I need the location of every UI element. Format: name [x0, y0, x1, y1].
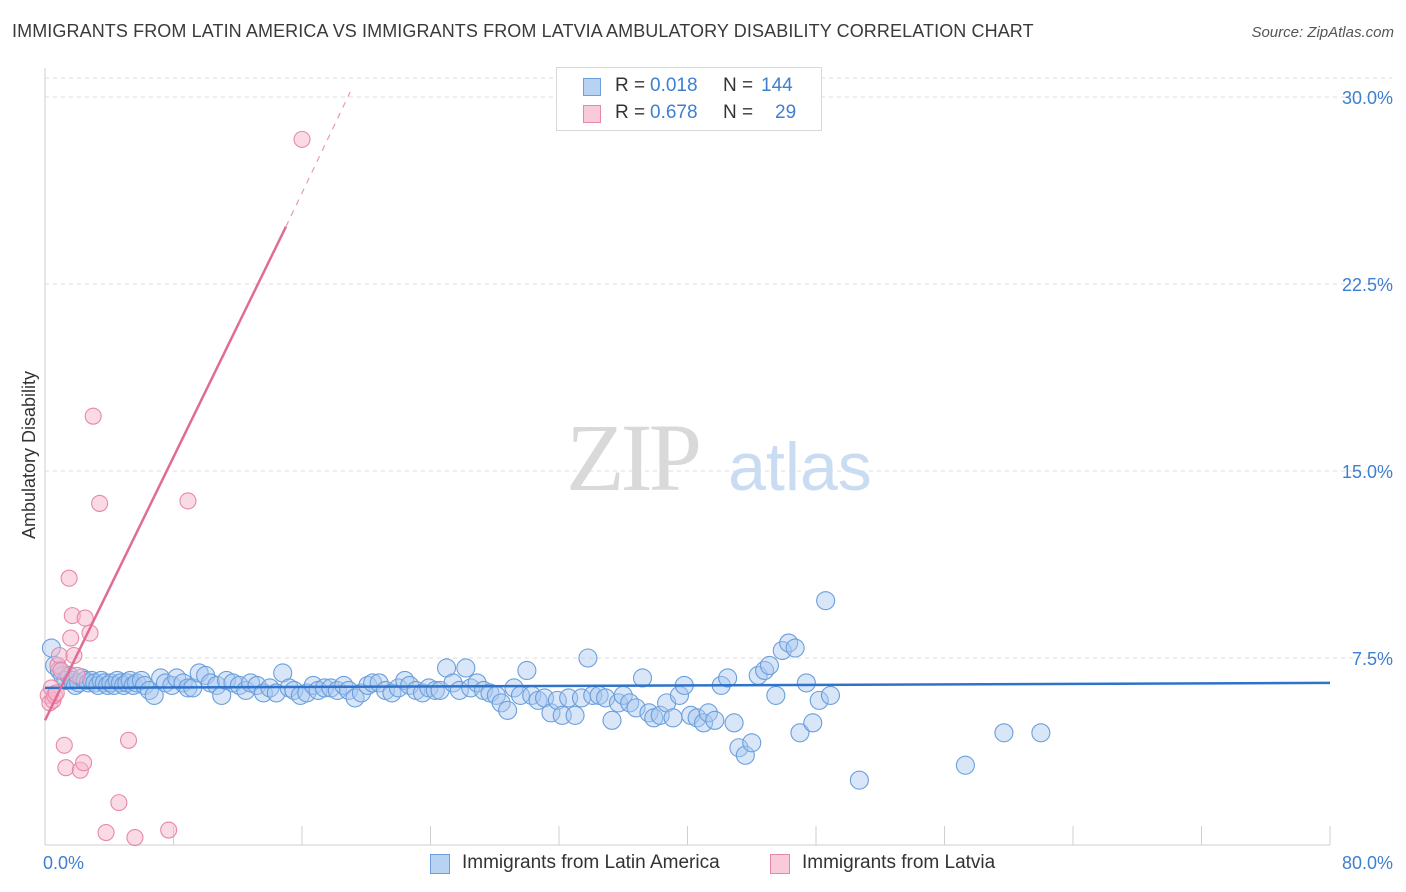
- latvia-point: [293, 130, 311, 148]
- latin-america-point: [820, 685, 841, 705]
- latin-america-point: [632, 668, 653, 688]
- latin-america-point: [698, 703, 718, 723]
- latin-america-point: [663, 708, 683, 728]
- latin-america-point: [541, 703, 561, 723]
- latin-america-point: [718, 668, 738, 688]
- latin-america-point: [796, 673, 816, 693]
- legend-r-value: 0.678: [650, 102, 698, 123]
- latin-america-point: [547, 690, 567, 710]
- legend-r-label: R =: [615, 75, 646, 96]
- bottom-legend-label: Immigrants from Latin America: [462, 852, 720, 873]
- y-tick-label: 22.5%: [1342, 275, 1393, 295]
- latvia-point: [160, 821, 178, 839]
- x-tick-label: 0.0%: [43, 853, 84, 873]
- latvia-point: [179, 492, 197, 510]
- correlation-legend: R = 0.018 N = 144 R = 0.678 N = 29: [556, 67, 822, 131]
- latin-america-trend-line: [44, 681, 1331, 690]
- latin-america-point: [694, 713, 714, 733]
- latvia-point: [97, 823, 115, 842]
- latin-america-point: [994, 723, 1014, 743]
- legend-swatch-pink: [583, 105, 601, 123]
- latin-america-point: [816, 591, 836, 611]
- latin-america-point: [517, 660, 537, 681]
- latvia-trend-extension: [285, 91, 351, 227]
- axes: [44, 68, 1331, 846]
- latvia-point: [126, 828, 144, 847]
- latin-america-point: [785, 638, 805, 658]
- latvia-point: [110, 794, 128, 812]
- legend-n-value: 144: [761, 75, 793, 96]
- bottom-legend-label: Immigrants from Latvia: [802, 852, 996, 873]
- latin-america-point: [705, 710, 725, 730]
- y-tick-label: 7.5%: [1352, 649, 1393, 669]
- y-axis-label: Ambulatory Disability: [19, 371, 39, 539]
- legend-n-label: N =: [723, 75, 754, 96]
- latin-america-point: [809, 690, 829, 710]
- legend-r-label: R =: [615, 102, 646, 123]
- latin-america-point: [382, 683, 402, 703]
- latin-america-point: [456, 658, 476, 678]
- latin-america-point: [626, 698, 646, 718]
- legend-n-label: N =: [723, 102, 754, 123]
- watermark: ZIP atlas: [566, 404, 872, 511]
- latin-america-point: [131, 670, 151, 690]
- x-tick-label: 80.0%: [1342, 853, 1393, 873]
- grid-lines: [45, 77, 1392, 659]
- latin-america-point: [565, 705, 585, 725]
- latin-america-point: [1031, 723, 1051, 743]
- source-credit: Source: ZipAtlas.com: [1251, 24, 1394, 41]
- y-tick-label: 15.0%: [1342, 462, 1393, 482]
- latin-america-point: [724, 713, 744, 733]
- latin-america-point: [790, 723, 810, 743]
- latin-america-point: [578, 648, 598, 668]
- watermark-zip: ZIP: [566, 404, 699, 511]
- latvia-point: [57, 759, 75, 777]
- chart-title: IMMIGRANTS FROM LATIN AMERICA VS IMMIGRA…: [12, 21, 1034, 41]
- latin-america-point: [803, 713, 823, 733]
- data-points: [39, 130, 1051, 847]
- tick-labels: 7.5% 15.0% 22.5% 30.0% 0.0% 80.0%: [43, 88, 1393, 873]
- y-tick-label: 30.0%: [1342, 88, 1393, 108]
- latin-america-point: [742, 733, 762, 753]
- latin-america-point: [729, 738, 749, 758]
- latin-america-point: [491, 693, 511, 713]
- latvia-point: [84, 407, 102, 425]
- latvia-point: [76, 609, 94, 627]
- legend-r-value: 0.018: [650, 75, 698, 96]
- latvia-point: [75, 754, 93, 772]
- latin-america-point: [759, 655, 779, 676]
- legend-swatch-blue: [583, 78, 601, 96]
- latvia-point: [60, 569, 78, 587]
- latin-america-point: [955, 755, 975, 775]
- legend-n-value: 29: [775, 102, 797, 123]
- latin-america-point: [498, 700, 518, 720]
- latin-america-point: [345, 688, 365, 708]
- bottom-legend-swatch-pink: [770, 854, 790, 874]
- trend-lines: [43, 91, 1331, 721]
- latvia-point: [50, 646, 69, 665]
- watermark-atlas: atlas: [728, 429, 872, 505]
- bottom-legend-swatch-blue: [430, 854, 450, 874]
- latin-america-point: [297, 683, 317, 703]
- latvia-trend-line: [43, 226, 288, 721]
- latvia-point: [91, 494, 109, 512]
- latin-america-point: [504, 678, 524, 698]
- latvia-point: [62, 629, 80, 647]
- latin-america-point: [207, 675, 227, 695]
- latin-america-point: [620, 693, 640, 713]
- latin-america-point: [735, 745, 755, 765]
- latvia-point: [119, 731, 138, 749]
- latvia-point: [68, 666, 86, 685]
- latin-america-point: [849, 770, 869, 790]
- latin-america-point: [766, 685, 786, 705]
- latin-america-point: [602, 710, 622, 730]
- latvia-point: [55, 736, 73, 754]
- latin-america-point: [779, 633, 799, 653]
